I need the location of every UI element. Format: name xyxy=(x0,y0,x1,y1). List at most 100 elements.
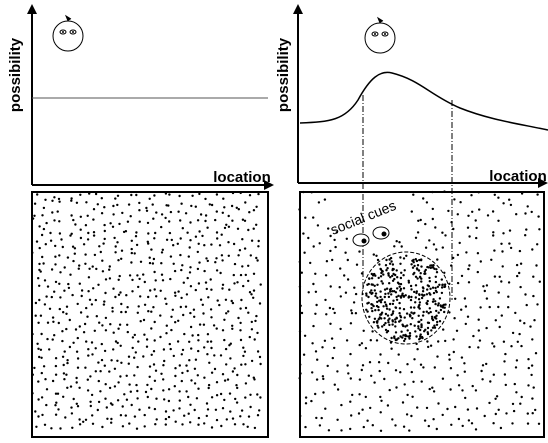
dot xyxy=(206,288,208,290)
dot xyxy=(377,306,379,308)
dot xyxy=(152,262,154,264)
dot xyxy=(450,367,452,369)
dot xyxy=(135,231,137,233)
dot xyxy=(383,317,385,319)
dot xyxy=(172,409,174,411)
dot xyxy=(226,418,228,420)
dot xyxy=(422,314,424,316)
dot xyxy=(109,323,111,325)
dot xyxy=(161,274,163,276)
dot xyxy=(501,314,503,316)
dot xyxy=(97,361,99,363)
dot xyxy=(444,234,446,236)
dot xyxy=(216,381,218,383)
dot xyxy=(304,335,306,337)
dot xyxy=(31,392,33,394)
dot xyxy=(426,303,428,305)
dot xyxy=(150,248,152,250)
dot xyxy=(138,305,140,307)
dot xyxy=(57,408,59,410)
dot xyxy=(318,201,320,203)
dot xyxy=(198,282,200,284)
dot xyxy=(101,324,103,326)
dot xyxy=(247,426,249,428)
dot xyxy=(479,306,481,308)
dot xyxy=(188,413,190,415)
dot xyxy=(163,348,165,350)
dot xyxy=(425,247,427,249)
dot xyxy=(464,371,466,373)
dot xyxy=(138,409,140,411)
dot xyxy=(202,304,204,306)
dot xyxy=(510,345,512,347)
dot xyxy=(220,425,222,427)
dot xyxy=(228,226,230,228)
dot xyxy=(195,206,197,208)
dot xyxy=(95,370,97,372)
dot xyxy=(219,272,221,274)
dot xyxy=(55,414,57,416)
dot xyxy=(40,315,42,317)
dot xyxy=(70,197,72,199)
dot xyxy=(420,259,422,261)
dot xyxy=(478,319,480,321)
dot xyxy=(386,308,388,310)
dot xyxy=(299,363,301,365)
dot xyxy=(81,295,83,297)
dot xyxy=(523,322,525,324)
dot xyxy=(190,285,192,287)
dot xyxy=(105,329,107,331)
dot xyxy=(260,283,262,285)
dot xyxy=(444,285,446,287)
dot xyxy=(404,338,406,340)
dot xyxy=(538,423,540,425)
dot xyxy=(225,348,227,350)
dot xyxy=(493,249,495,251)
dot xyxy=(363,330,365,332)
dot xyxy=(68,287,70,289)
dot xyxy=(395,331,397,333)
dot xyxy=(251,360,253,362)
dot xyxy=(255,206,257,208)
dot xyxy=(78,264,80,266)
dot xyxy=(504,373,506,375)
dot xyxy=(78,418,80,420)
dot xyxy=(388,282,390,284)
dot xyxy=(437,286,439,288)
dot xyxy=(131,279,133,281)
dot xyxy=(382,305,384,307)
dot xyxy=(485,363,487,365)
dot xyxy=(346,339,348,341)
dot xyxy=(500,280,502,282)
dot xyxy=(104,365,106,367)
dot xyxy=(108,269,110,271)
dot xyxy=(80,237,82,239)
dot xyxy=(531,211,533,213)
dot xyxy=(467,215,469,217)
dot xyxy=(188,359,190,361)
dot xyxy=(54,245,56,247)
dot xyxy=(332,357,334,359)
dot xyxy=(475,389,477,391)
dot xyxy=(365,294,367,296)
dot xyxy=(358,393,360,395)
dot xyxy=(95,268,97,270)
dot xyxy=(231,300,233,302)
dot xyxy=(169,343,171,345)
dot xyxy=(239,249,241,251)
dot xyxy=(117,381,119,383)
dot xyxy=(198,261,200,263)
dot xyxy=(190,379,192,381)
dot xyxy=(535,352,537,354)
dot xyxy=(432,319,434,321)
dot xyxy=(123,393,125,395)
dot xyxy=(410,285,412,287)
dot xyxy=(53,219,55,221)
dot xyxy=(101,343,103,345)
dot xyxy=(439,297,441,299)
dot xyxy=(334,312,336,314)
dot xyxy=(515,213,517,215)
dot xyxy=(433,292,435,294)
dot xyxy=(194,382,196,384)
dot xyxy=(177,243,179,245)
